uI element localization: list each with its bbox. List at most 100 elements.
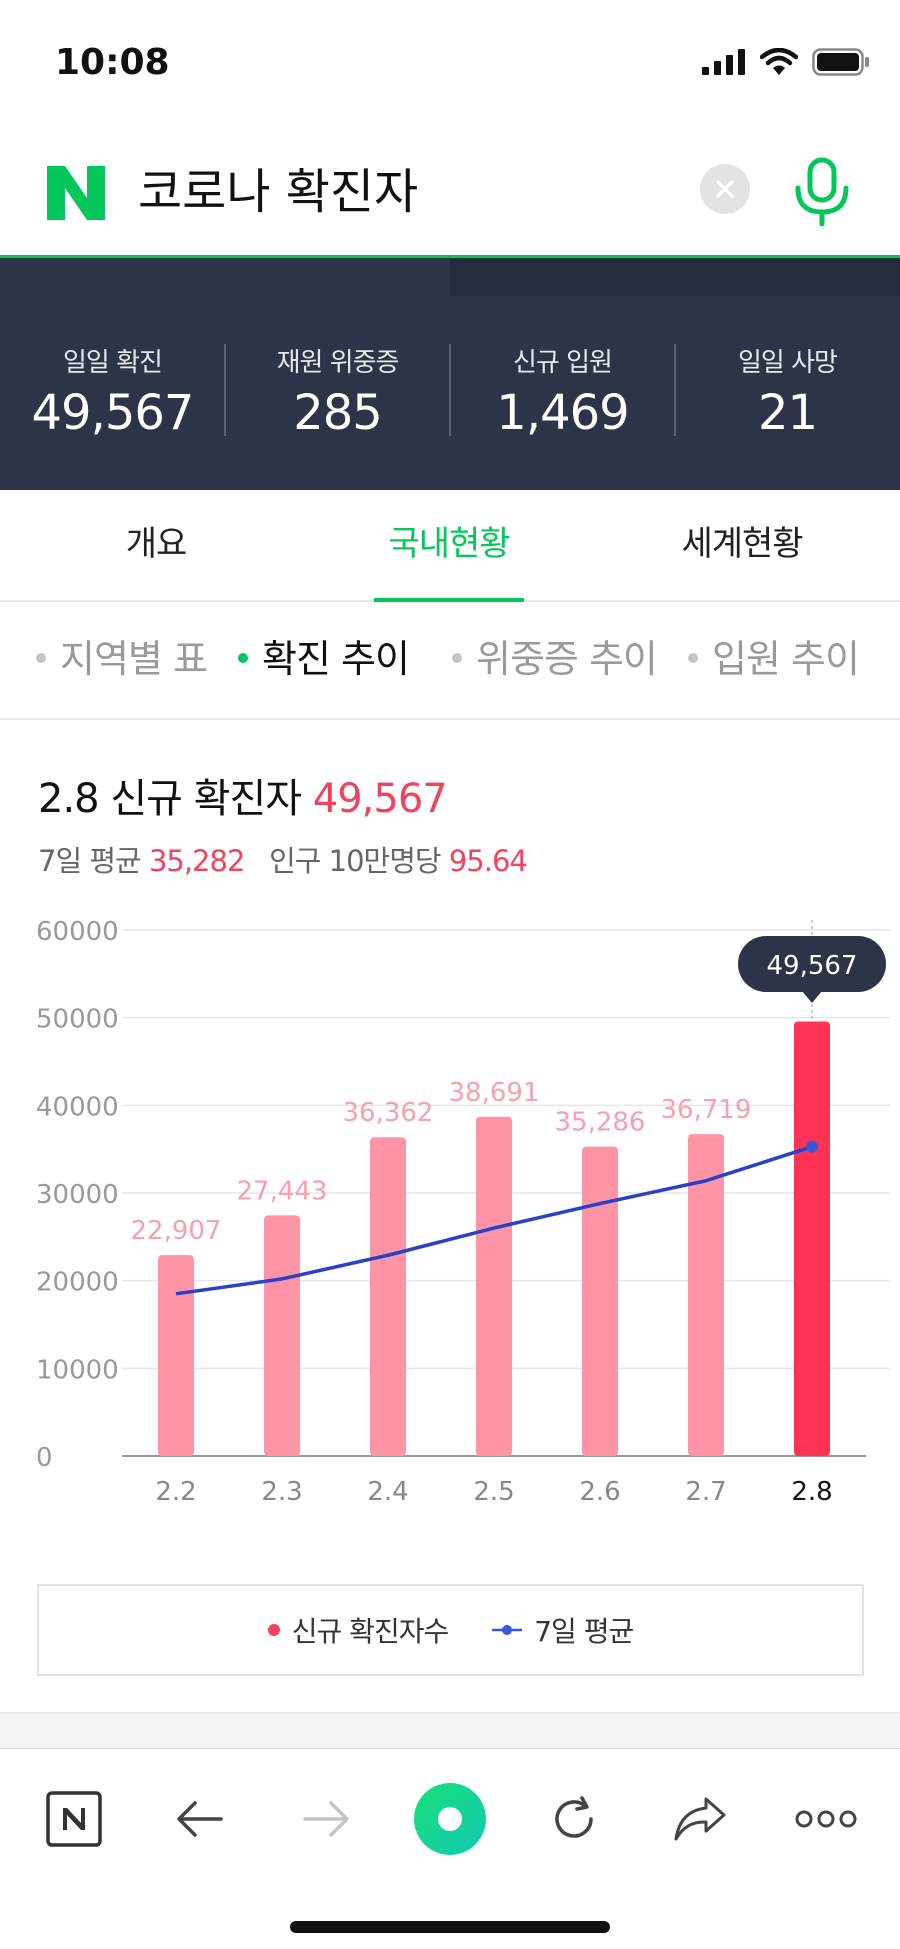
bar-data-label: 36,362 [343, 1098, 434, 1128]
stat-value: 1,469 [496, 385, 629, 441]
battery-icon [812, 48, 869, 76]
avg-point [806, 1140, 818, 1153]
bar [264, 1215, 300, 1456]
bar-data-label: 35,286 [555, 1108, 646, 1138]
stat-label: 일일 사망 [738, 348, 838, 378]
x-tick-label: 2.8 [791, 1477, 832, 1507]
main-tabs: 개요 국내현황 세계현황 [0, 490, 900, 602]
refresh-button[interactable] [534, 1779, 614, 1859]
legend-avg: 7일 평균 [492, 1610, 634, 1650]
sub-tabs: 지역별 표 확진 추이 위중증 추이 입원 추이 [0, 604, 900, 720]
stat-value: 21 [757, 385, 818, 441]
status-icons [702, 48, 870, 76]
forward-arrow-icon [303, 1801, 349, 1837]
tab-overview[interactable]: 개요 [125, 524, 188, 564]
bullet-icon [238, 652, 248, 663]
status-bar: 10:08 [0, 0, 900, 130]
avg-label: 7일 평균 [38, 844, 142, 878]
search-input[interactable]: 코로나 확진자 [138, 164, 419, 220]
clear-search-button[interactable] [700, 164, 750, 214]
bar [688, 1134, 724, 1456]
bar-data-label: 27,443 [237, 1176, 328, 1206]
forward-button[interactable] [286, 1779, 366, 1859]
subtab-admission-trend[interactable]: 입원 추이 [688, 604, 860, 718]
more-icon [795, 1810, 857, 1828]
avg-line [175, 1145, 813, 1296]
bullet-icon [452, 652, 462, 663]
y-tick-label: 10000 [36, 1355, 119, 1385]
stat-daily-cases: 일일 확진 49,567 [0, 342, 225, 441]
y-tick-label: 20000 [36, 1268, 119, 1298]
more-button[interactable] [786, 1779, 866, 1859]
y-tick-label: 0 [36, 1443, 53, 1473]
naver-logo-icon[interactable] [45, 162, 107, 224]
microphone-icon[interactable] [790, 156, 854, 228]
legend-new-cases: 신규 확진자수 [267, 1610, 449, 1650]
y-tick-label: 40000 [36, 1092, 119, 1122]
share-button[interactable] [660, 1779, 740, 1859]
bar [582, 1146, 618, 1456]
chart-date: 2.8 [38, 776, 100, 822]
subtab-critical-trend[interactable]: 위중증 추이 [452, 604, 658, 718]
stat-daily-deaths: 일일 사망 21 [675, 342, 900, 441]
green-dot-button[interactable] [410, 1779, 490, 1859]
bottom-nav [0, 1748, 900, 1949]
close-icon [716, 180, 734, 198]
chart-title-value: 49,567 [312, 776, 448, 822]
stat-divider [224, 344, 226, 436]
chart-title: 2.8 신규 확진자 49,567 [38, 766, 448, 824]
subtab-label: 확진 추이 [262, 637, 410, 681]
back-button[interactable] [160, 1779, 240, 1859]
back-arrow-icon [177, 1801, 223, 1837]
stat-value: 49,567 [31, 385, 195, 441]
legend-label: 7일 평균 [534, 1615, 634, 1648]
subtab-cases-trend[interactable]: 확진 추이 [238, 604, 410, 718]
y-tick-label: 50000 [36, 1005, 119, 1035]
x-tick-label: 2.6 [579, 1477, 620, 1507]
signal-icon [702, 49, 745, 75]
bar-data-label: 22,907 [131, 1216, 222, 1246]
per-capita-label: 인구 10만명당 [269, 844, 442, 878]
search-bar: 코로나 확진자 [0, 130, 900, 258]
tooltip-bubble [738, 936, 886, 992]
x-tick-label: 2.7 [685, 1477, 726, 1507]
refresh-icon [555, 1796, 593, 1838]
x-tick-label: 2.4 [367, 1477, 408, 1507]
stat-divider [674, 344, 676, 436]
stat-new-admissions: 신규 입원 1,469 [450, 342, 675, 441]
x-tick-label: 2.3 [261, 1477, 302, 1507]
stat-critical: 재원 위중증 285 [225, 342, 450, 441]
subtab-label: 입원 추이 [712, 637, 860, 681]
bar [794, 1021, 830, 1456]
per-capita-value: 95.64 [448, 844, 528, 878]
green-dot-icon [414, 1783, 486, 1855]
subtab-region-table[interactable]: 지역별 표 [36, 604, 208, 718]
bar [158, 1255, 194, 1456]
x-tick-label: 2.5 [473, 1477, 514, 1507]
home-indicator [290, 1921, 610, 1933]
section-divider [0, 1712, 900, 1748]
legend-dot-icon [267, 1624, 280, 1636]
y-tick-label: 30000 [36, 1180, 119, 1210]
tooltip-pointer [802, 991, 822, 1003]
tooltip-value: 49,567 [767, 951, 858, 981]
stats-tab-strip [450, 258, 900, 296]
stat-value: 285 [293, 385, 383, 441]
bar-data-label: 38,691 [449, 1078, 540, 1108]
chart-legend: 신규 확진자수 7일 평균 [37, 1584, 864, 1676]
stat-label: 일일 확진 [63, 348, 163, 378]
tab-domestic[interactable]: 국내현황 [388, 524, 510, 564]
wifi-icon [760, 48, 798, 75]
subtab-label: 위중증 추이 [476, 637, 658, 681]
avg-value: 35,282 [148, 844, 245, 878]
subtab-label: 지역별 표 [60, 637, 208, 681]
tab-world[interactable]: 세계현황 [681, 524, 803, 564]
stats-panel: 일일 확진 49,567 재원 위중증 285 신규 입원 1,469 일일 사… [0, 258, 900, 490]
share-icon [674, 1797, 726, 1841]
bar [370, 1137, 406, 1456]
stat-label: 재원 위중증 [276, 348, 400, 378]
chart-subtitle: 7일 평균 35,282 인구 10만명당 95.64 [38, 838, 528, 880]
stat-label: 신규 입원 [513, 348, 613, 378]
naver-home-button[interactable] [34, 1779, 114, 1859]
chart-title-text: 신규 확진자 [110, 776, 302, 822]
